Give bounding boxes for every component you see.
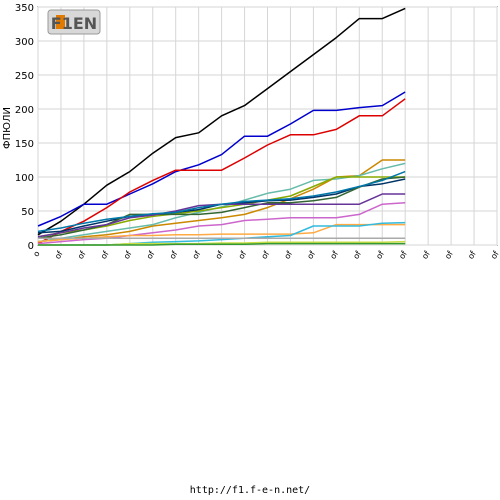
footer-url[interactable]: http://f1.f-e-n.net/ (189, 485, 311, 496)
x-tick-label: o (31, 249, 41, 258)
x-tick-label: of (76, 249, 88, 260)
y-axis-ticks: 0 50 100 150 200 250 300 350 (15, 3, 34, 252)
x-tick-label: of (397, 249, 409, 260)
x-tick-label: of (99, 249, 111, 260)
series-line-2 (37, 91, 406, 227)
x-tick-label: of (168, 249, 180, 260)
f1en-logo: F1EN (47, 9, 101, 35)
x-tick-label: of (443, 249, 455, 260)
x-tick-label: of (260, 249, 272, 260)
x-tick-label: of (237, 249, 249, 260)
x-tick-label: of (351, 249, 363, 260)
series-line-12 (37, 223, 406, 243)
y-tick-label: 200 (15, 105, 34, 116)
x-tick-label: of (489, 249, 500, 260)
x-tick-label: of (420, 249, 432, 260)
y-tick-label: 150 (15, 139, 34, 150)
x-tick-label: of (328, 249, 340, 260)
y-tick-label: 100 (15, 173, 34, 184)
x-tick-label: of (145, 249, 157, 260)
y-tick-label: 50 (21, 207, 34, 218)
y-tick-label: 350 (15, 3, 34, 14)
y-tick-label: 250 (15, 71, 34, 82)
y-axis-label: ФПЮЛИ (2, 107, 13, 149)
grid (37, 6, 498, 246)
series-line-16 (38, 242, 406, 246)
x-tick-label: of (191, 249, 203, 260)
y-tick-label: 0 (28, 241, 34, 252)
series-lines (37, 7, 406, 246)
logo-text: F1EN (51, 14, 97, 33)
series-line-6 (37, 176, 406, 238)
x-tick-label: of (466, 249, 478, 260)
series-line-10 (37, 170, 406, 233)
series-line-3 (37, 98, 406, 245)
series-line-1 (37, 7, 406, 236)
x-tick-label: of (214, 249, 226, 260)
x-axis-ticks: o of of of of of of of of of of of of of of of of of of of o… (31, 249, 500, 260)
y-tick-label: 300 (15, 37, 34, 48)
x-tick-label: of (122, 249, 134, 260)
x-tick-label: of (374, 249, 386, 260)
x-tick-label: of (305, 249, 317, 260)
x-tick-label: of (283, 249, 295, 260)
x-tick-label: of (53, 249, 65, 260)
